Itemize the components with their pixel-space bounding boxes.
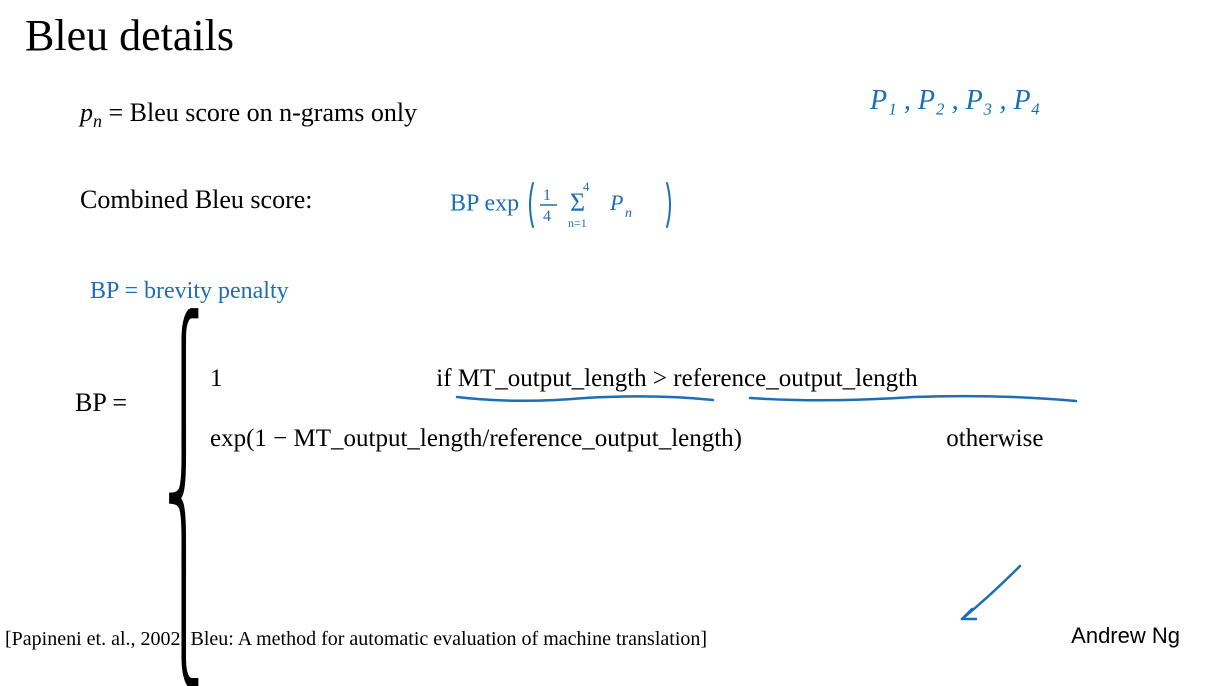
pn-definition: pn = Bleu score on n-grams only [80,98,417,132]
svg-text:Σ: Σ [570,188,585,217]
bp-case2-cond: otherwise [946,425,1043,452]
pn-var: p [80,98,93,127]
bp-lhs: BP = [75,388,127,418]
svg-text:n=1: n=1 [568,216,587,230]
author: Andrew Ng [1071,623,1180,649]
underline-mt [455,392,715,407]
pn-rhs: = Bleu score on n-grams only [102,98,417,127]
bp-case2: exp(1 − MT_output_length/reference_outpu… [210,425,1043,453]
bp-case1-ref: reference_output_length [673,365,917,392]
svg-text:4: 4 [543,208,551,225]
pn-sub: n [93,111,102,131]
combined-label: Combined Bleu score: [80,185,313,215]
citation: [Papineni et. al., 2002. Bleu: A method … [5,628,707,651]
handwritten-bp-formula: BP exp 1 4 4 Σ n=1 P n [450,175,675,235]
svg-text:n: n [625,206,632,221]
bp-case2-value: exp(1 − MT_output_length/reference_outpu… [210,425,940,453]
brace-icon: ⎧⎨⎩ [165,320,203,680]
slide-title: Bleu details [25,10,234,61]
handwritten-p-list: P₁ , P₂ , P₃ , P₄ [870,85,1040,117]
svg-text:P: P [609,190,623,215]
hand-bp-svg: 1 4 4 Σ n=1 P n [525,175,675,235]
bp-case1-gt: > [647,365,674,392]
bp-case1: 1 if MT_output_length > reference_output… [210,365,918,393]
arrow-icon [950,561,1030,631]
hand-bp-prefix: BP exp [450,191,519,217]
handwritten-bp-brevity: BP = brevity penalty [90,278,289,305]
underline-ref [748,392,1078,407]
bp-case1-value: 1 [210,365,430,393]
bp-case1-if: if [436,365,458,392]
bp-case1-mt: MT_output_length [458,365,647,392]
svg-text:1: 1 [543,187,551,204]
